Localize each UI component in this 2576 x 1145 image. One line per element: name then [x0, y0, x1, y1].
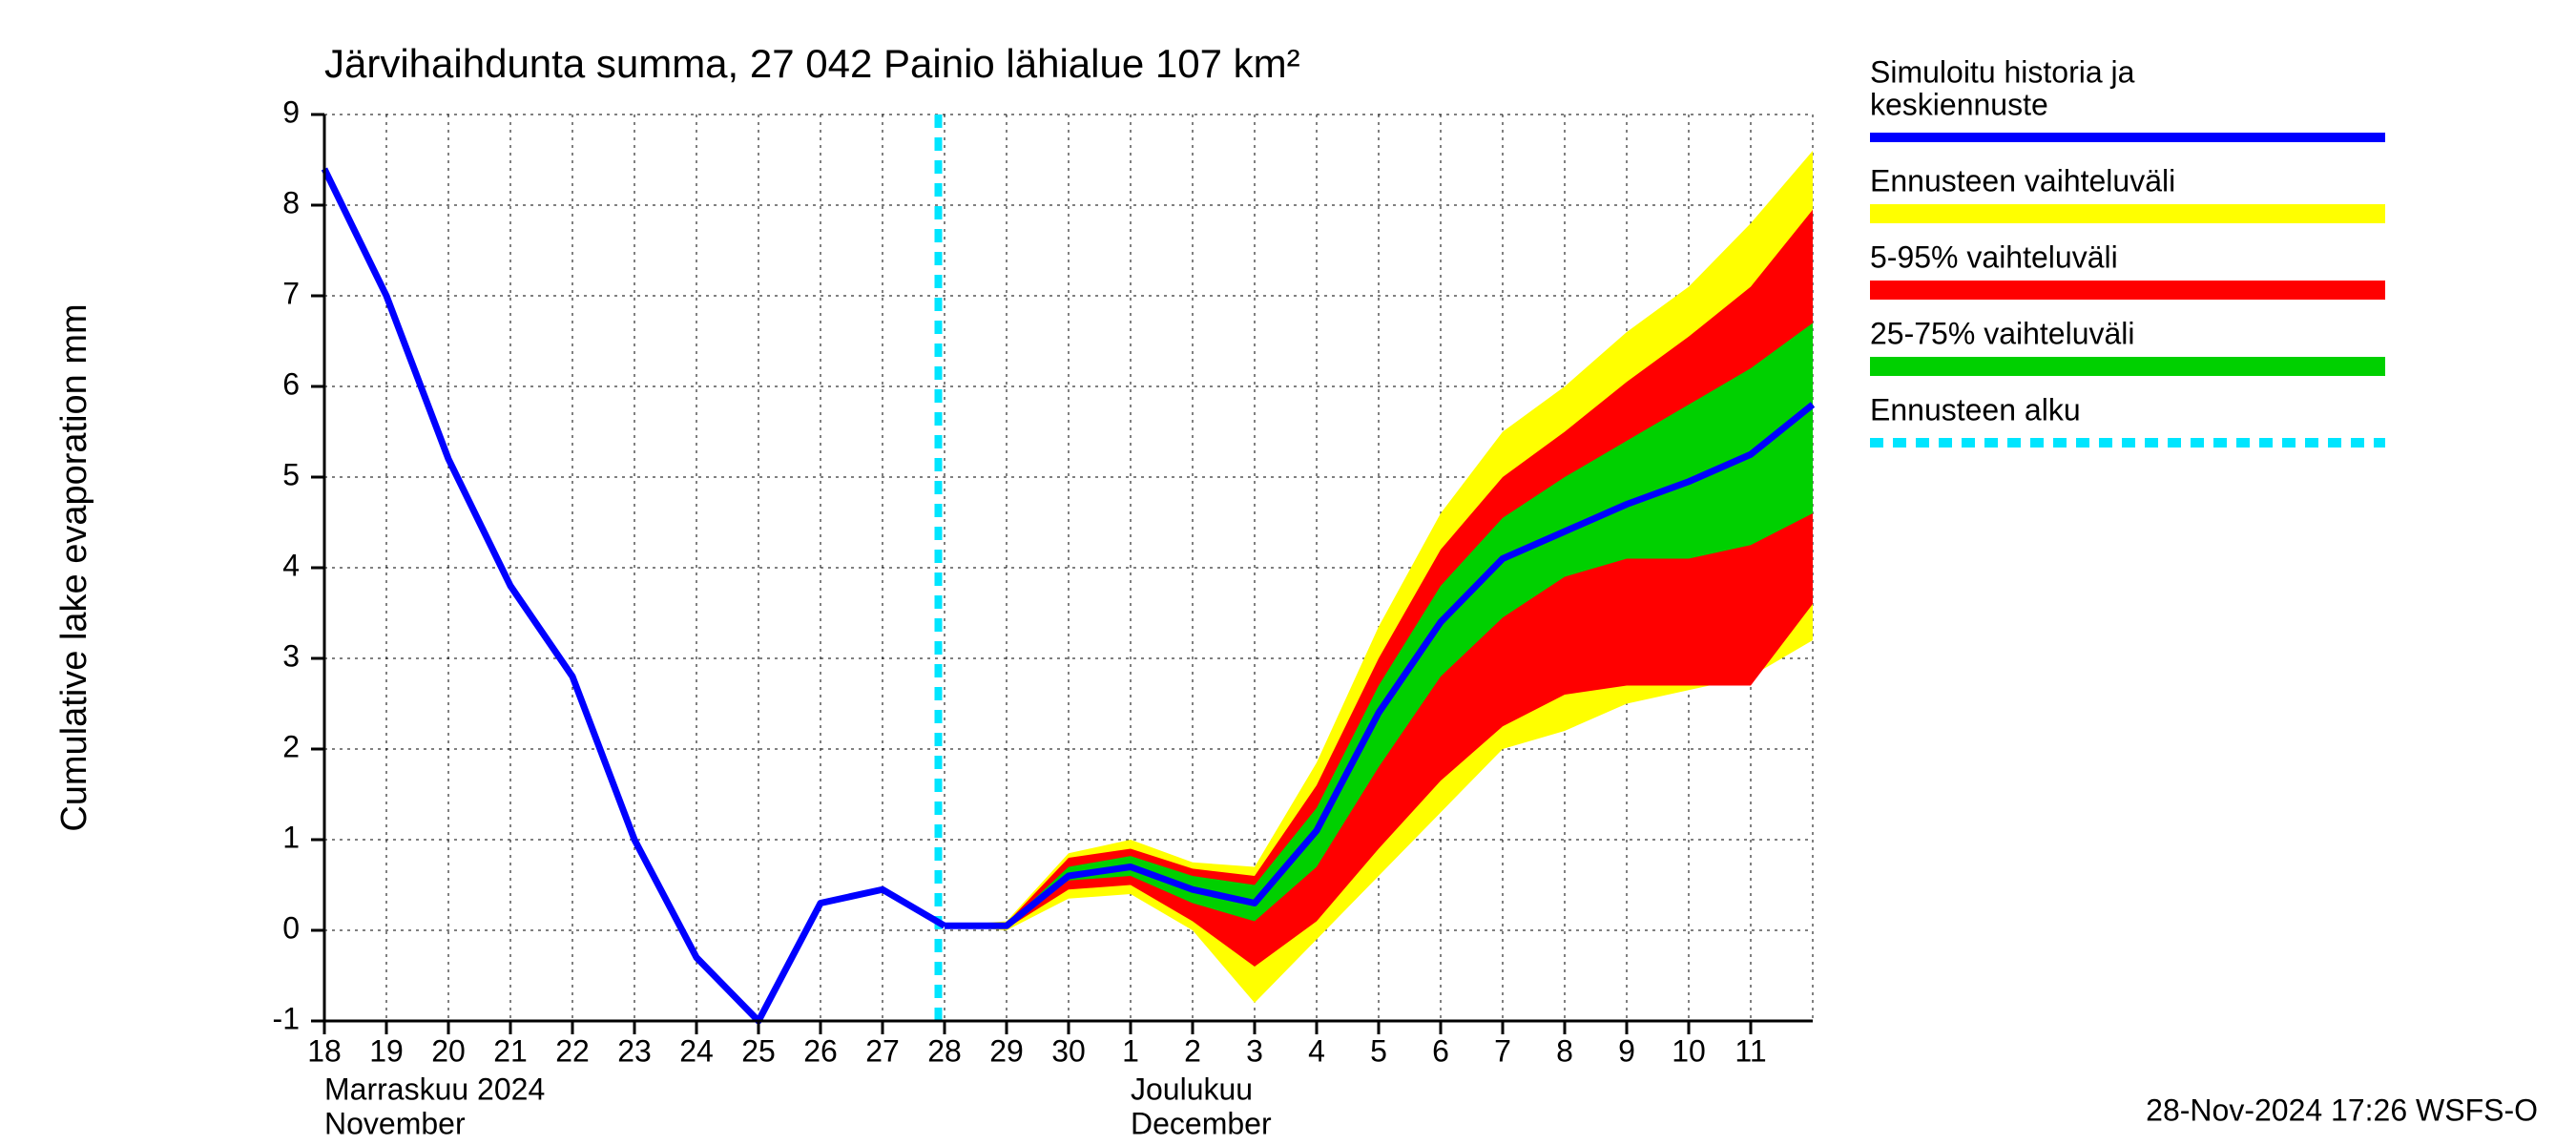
legend-label: 25-75% vaihteluväli [1870, 316, 2135, 350]
month-label: Marraskuu 2024 [324, 1072, 545, 1106]
y-tick-label: 1 [282, 820, 300, 854]
y-tick-label: 6 [282, 366, 300, 401]
legend-label: Simuloitu historia ja [1870, 54, 2135, 89]
month-label: December [1131, 1106, 1272, 1140]
y-tick-label: 4 [282, 548, 300, 582]
y-tick-label: 8 [282, 185, 300, 219]
x-tick-label: 1 [1122, 1033, 1139, 1068]
x-tick-label: 10 [1672, 1033, 1706, 1068]
footer-timestamp: 28-Nov-2024 17:26 WSFS-O [2146, 1093, 2538, 1127]
x-tick-label: 4 [1308, 1033, 1325, 1068]
x-tick-label: 20 [431, 1033, 466, 1068]
y-axis-label: Cumulative lake evaporation mm [54, 303, 94, 831]
x-tick-label: 18 [307, 1033, 342, 1068]
y-tick-label: 2 [282, 729, 300, 763]
x-tick-label: 7 [1494, 1033, 1511, 1068]
y-tick-label: 0 [282, 910, 300, 945]
x-tick-label: 11 [1735, 1033, 1766, 1068]
x-tick-label: 28 [927, 1033, 962, 1068]
y-tick-label: -1 [273, 1001, 300, 1035]
x-tick-label: 30 [1051, 1033, 1086, 1068]
chart-title: Järvihaihdunta summa, 27 042 Painio lähi… [324, 41, 1300, 86]
x-tick-label: 27 [865, 1033, 900, 1068]
y-tick-label: 5 [282, 457, 300, 491]
legend-swatch [1870, 204, 2385, 223]
x-tick-label: 5 [1370, 1033, 1387, 1068]
legend-swatch [1870, 281, 2385, 300]
x-tick-label: 9 [1618, 1033, 1635, 1068]
x-tick-label: 6 [1432, 1033, 1449, 1068]
x-tick-label: 21 [493, 1033, 528, 1068]
y-tick-label: 9 [282, 94, 300, 129]
legend-label: Ennusteen alku [1870, 392, 2081, 427]
x-tick-label: 22 [555, 1033, 590, 1068]
x-tick-label: 3 [1246, 1033, 1263, 1068]
x-tick-label: 26 [803, 1033, 838, 1068]
evaporation-chart: -101234567891819202122232425262728293012… [0, 0, 2576, 1145]
legend-label: keskiennuste [1870, 87, 2048, 121]
x-tick-label: 25 [741, 1033, 776, 1068]
x-tick-label: 23 [617, 1033, 652, 1068]
legend-swatch [1870, 357, 2385, 376]
legend-label: 5-95% vaihteluväli [1870, 239, 2118, 274]
month-label: Joulukuu [1131, 1072, 1253, 1106]
y-tick-label: 3 [282, 638, 300, 673]
month-label: November [324, 1106, 466, 1140]
x-tick-label: 8 [1556, 1033, 1573, 1068]
x-tick-label: 19 [369, 1033, 404, 1068]
y-tick-label: 7 [282, 276, 300, 310]
x-tick-label: 29 [989, 1033, 1024, 1068]
legend-label: Ennusteen vaihteluväli [1870, 163, 2175, 198]
x-tick-label: 2 [1184, 1033, 1201, 1068]
x-tick-label: 24 [679, 1033, 714, 1068]
